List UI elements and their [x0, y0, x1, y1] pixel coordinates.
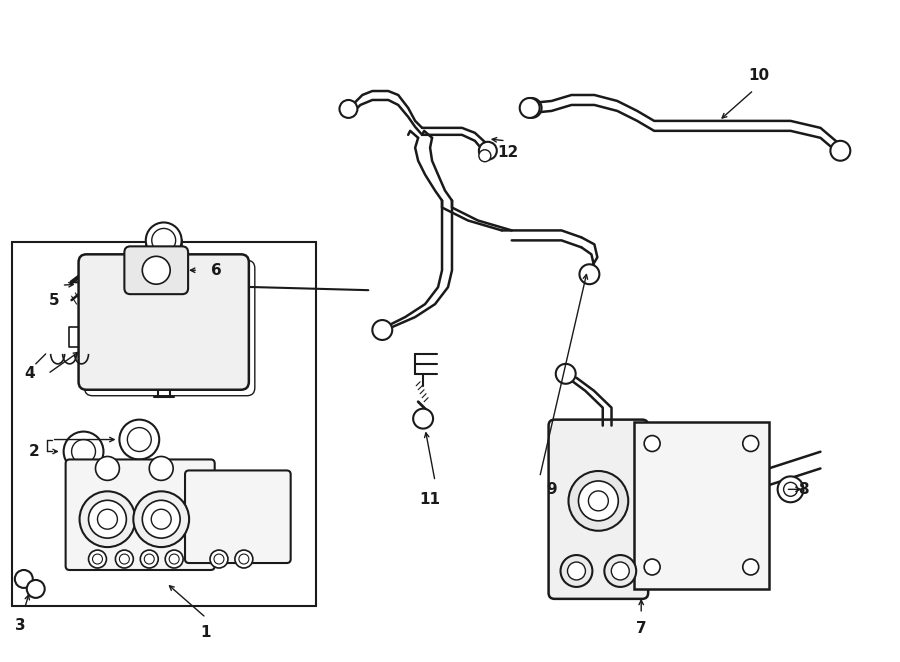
Text: 8: 8 — [798, 482, 809, 497]
Circle shape — [580, 264, 599, 284]
Text: 9: 9 — [546, 482, 557, 497]
Circle shape — [88, 550, 106, 568]
Circle shape — [561, 555, 592, 587]
Circle shape — [142, 256, 170, 284]
Circle shape — [133, 491, 189, 547]
Circle shape — [522, 98, 542, 118]
Circle shape — [413, 408, 433, 428]
Circle shape — [144, 554, 154, 564]
Text: 5: 5 — [49, 293, 59, 308]
Circle shape — [579, 481, 618, 521]
Circle shape — [778, 477, 804, 502]
Text: 12: 12 — [497, 145, 518, 160]
Circle shape — [27, 580, 45, 598]
Circle shape — [644, 559, 660, 575]
Circle shape — [149, 457, 173, 481]
Circle shape — [166, 550, 183, 568]
Text: 11: 11 — [419, 492, 441, 507]
Circle shape — [72, 440, 95, 463]
Circle shape — [95, 457, 120, 481]
Circle shape — [644, 436, 660, 451]
Circle shape — [339, 100, 357, 118]
Circle shape — [568, 562, 585, 580]
Circle shape — [14, 570, 32, 588]
Circle shape — [128, 428, 151, 451]
FancyBboxPatch shape — [185, 471, 291, 563]
Circle shape — [214, 554, 224, 564]
Circle shape — [93, 554, 103, 564]
Circle shape — [115, 550, 133, 568]
Circle shape — [152, 228, 176, 252]
FancyBboxPatch shape — [78, 254, 248, 390]
Bar — [634, 422, 769, 589]
FancyBboxPatch shape — [124, 246, 188, 294]
Circle shape — [235, 550, 253, 568]
Text: 1: 1 — [201, 625, 212, 640]
Circle shape — [479, 142, 497, 160]
FancyBboxPatch shape — [66, 459, 215, 570]
Text: 10: 10 — [748, 68, 770, 83]
Circle shape — [569, 471, 628, 531]
Circle shape — [140, 550, 158, 568]
Circle shape — [97, 509, 117, 529]
Text: 7: 7 — [636, 621, 646, 636]
Text: 2: 2 — [29, 444, 39, 459]
Bar — [12, 242, 316, 606]
Circle shape — [589, 491, 608, 511]
Circle shape — [831, 141, 850, 161]
Circle shape — [146, 222, 182, 258]
FancyBboxPatch shape — [549, 420, 648, 599]
Circle shape — [151, 509, 171, 529]
Circle shape — [556, 364, 576, 384]
Circle shape — [479, 150, 490, 162]
Circle shape — [611, 562, 629, 580]
Circle shape — [79, 491, 135, 547]
Circle shape — [169, 554, 179, 564]
Circle shape — [604, 555, 636, 587]
Circle shape — [120, 420, 159, 459]
Circle shape — [742, 436, 759, 451]
Text: 3: 3 — [14, 618, 25, 634]
Circle shape — [210, 550, 228, 568]
Circle shape — [120, 554, 130, 564]
Circle shape — [88, 500, 126, 538]
Circle shape — [373, 320, 392, 340]
Circle shape — [238, 554, 248, 564]
Circle shape — [784, 483, 797, 496]
Circle shape — [142, 500, 180, 538]
Circle shape — [519, 98, 540, 118]
Text: 4: 4 — [24, 366, 35, 381]
Circle shape — [742, 559, 759, 575]
Text: 6: 6 — [211, 263, 221, 278]
Circle shape — [64, 432, 104, 471]
